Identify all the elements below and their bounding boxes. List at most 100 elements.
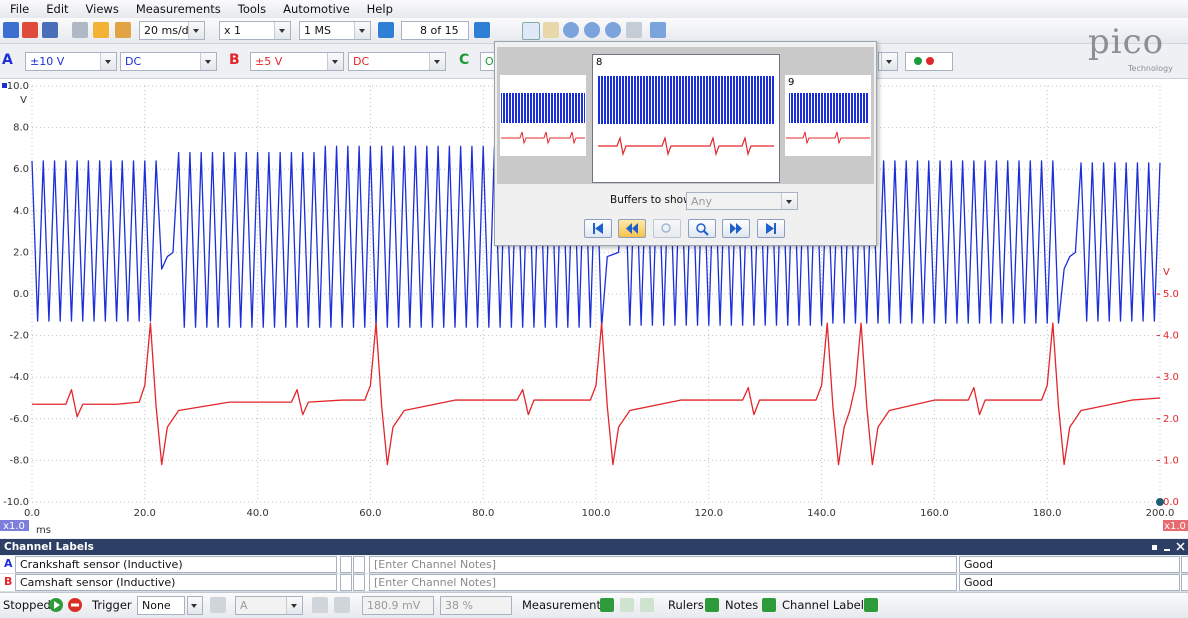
trigger-icon[interactable]: [93, 22, 109, 38]
trigger-channel-select[interactable]: A: [235, 596, 303, 615]
y-tick-label: -8.0: [9, 455, 29, 466]
x-tick-label: 120.0: [694, 508, 723, 519]
y-tick-label: 6.0: [13, 164, 29, 175]
channels-icon[interactable]: [72, 22, 88, 38]
toolbar: 20 ms/div x 1 1 MS 8 of 15: [0, 18, 1188, 44]
status-item-toggle[interactable]: [600, 598, 614, 612]
status-item-toggle[interactable]: [864, 598, 878, 612]
x-tick-label: 80.0: [472, 508, 494, 519]
zoom-region-tool[interactable]: [584, 22, 600, 38]
y2-tick-label: 5.0: [1163, 289, 1179, 300]
previous-buffer-button[interactable]: [618, 219, 646, 238]
trigger-threshold[interactable]: 180.9 mV: [362, 596, 434, 615]
menu-item[interactable]: Tools: [237, 2, 267, 16]
status-item-disabled[interactable]: [640, 598, 654, 612]
y-tick-label: 8.0: [13, 123, 29, 134]
label-dropdown[interactable]: [340, 556, 352, 573]
scope-mode-icon[interactable]: [3, 22, 19, 38]
channel-status-text: Good: [964, 558, 993, 571]
y-tick-label: -4.0: [9, 372, 29, 383]
trigger-label: Trigger: [92, 598, 132, 612]
panel-controls[interactable]: [1150, 542, 1186, 552]
channel-b-coupling[interactable]: DC: [348, 52, 446, 71]
y-scale-badge: [0, 520, 29, 531]
thumbnail-selected[interactable]: 8: [592, 54, 780, 183]
channel-a-range[interactable]: ±10 V: [25, 52, 117, 71]
timebase-select[interactable]: 20 ms/div: [139, 21, 205, 40]
channel-d-select[interactable]: [878, 52, 898, 71]
status-item-toggle[interactable]: [762, 598, 776, 612]
y2-tick-label: 4.0: [1163, 331, 1179, 342]
thumbnail[interactable]: 9: [785, 75, 871, 156]
channel-label-text: Camshaft sensor (Inductive): [20, 576, 176, 589]
undo-zoom-tool[interactable]: [626, 22, 642, 38]
y2-tick-label: 0.0: [1163, 497, 1179, 508]
last-buffer-button[interactable]: [757, 219, 785, 238]
run-stop-buttons[interactable]: [48, 597, 88, 614]
y-tick-label: -6.0: [9, 414, 29, 425]
zoom-in-tool[interactable]: [563, 22, 579, 38]
menu-bar: File Edit Views Measurements Tools Automotive…: [0, 0, 1188, 18]
status-dropdown[interactable]: [1181, 556, 1188, 573]
channel-label-input[interactable]: Camshaft sensor (Inductive): [15, 574, 337, 591]
pointer-tool[interactable]: [522, 22, 540, 40]
trigger-edge-button[interactable]: [210, 597, 226, 613]
y-tick-label: 4.0: [13, 206, 29, 217]
trigger-mode-select[interactable]: None: [137, 596, 185, 615]
channel-a-coupling[interactable]: DC: [120, 52, 217, 71]
home-icon[interactable]: [115, 22, 131, 38]
logo-subtitle: Technology: [1128, 64, 1173, 73]
status-item-toggle[interactable]: [705, 598, 719, 612]
buffers-select[interactable]: Any: [686, 192, 798, 210]
channel-notes-input[interactable]: [Enter Channel Notes]: [369, 556, 957, 573]
thumbnail-label: 8: [596, 57, 602, 68]
channel-status-text: Good: [964, 576, 993, 589]
channel-labels-header: Channel Labels: [0, 539, 1188, 555]
next-buffer-button[interactable]: [474, 22, 490, 38]
trigger-mode-arrow[interactable]: [187, 596, 203, 615]
menu-item[interactable]: Measurements: [135, 2, 221, 16]
samples-select[interactable]: 1 MS: [299, 21, 371, 40]
x-tick-label: 200.0: [1146, 508, 1175, 519]
first-buffer-button[interactable]: [584, 219, 612, 238]
hand-tool[interactable]: [543, 22, 559, 38]
status-item-disabled[interactable]: [620, 598, 634, 612]
x-tick-label: 160.0: [920, 508, 949, 519]
pretrigger-percent[interactable]: 38 %: [440, 596, 512, 615]
menu-item[interactable]: Views: [85, 2, 119, 16]
trigger-rising-button[interactable]: [312, 597, 328, 613]
y-tick-label: 2.0: [13, 247, 29, 258]
next-buffer-button[interactable]: [722, 219, 750, 238]
y2-axis-unit: V: [1163, 267, 1170, 278]
signal-generator-button[interactable]: [905, 52, 953, 71]
spectrum-icon[interactable]: [42, 22, 58, 38]
status-item-label: Measurements: [522, 598, 607, 612]
zoom-select[interactable]: x 1: [219, 21, 291, 40]
channel-notes-input[interactable]: [Enter Channel Notes]: [369, 574, 957, 591]
label-dropdown[interactable]: [353, 574, 365, 591]
label-dropdown[interactable]: [353, 556, 365, 573]
y-tick-label: -10.0: [3, 497, 29, 508]
zoom-out-tool[interactable]: [605, 22, 621, 38]
y2-tick-label: 1.0: [1163, 455, 1179, 466]
status-dropdown[interactable]: [1181, 574, 1188, 591]
previous-buffer-button[interactable]: [378, 22, 394, 38]
zoom-in-button[interactable]: [653, 219, 681, 238]
persistence-icon[interactable]: [22, 22, 38, 38]
trigger-falling-button[interactable]: [334, 597, 350, 613]
buffer-navigator: 8 9 Buffers to show Any: [494, 41, 877, 246]
menu-item[interactable]: Edit: [46, 2, 69, 16]
menu-item[interactable]: Automotive: [283, 2, 350, 16]
menu-item[interactable]: Help: [366, 2, 393, 16]
scope-chart: -10.0 -8.0 -6.0 -4.0 -2.0 0.0 2.0 4.0 6.0 8.0 10.0…: [0, 78, 1188, 538]
thumbnail[interactable]: [500, 75, 586, 156]
menu-item[interactable]: File: [10, 2, 30, 16]
zoom-fit-tool[interactable]: [650, 22, 666, 38]
zoom-out-button[interactable]: [688, 219, 716, 238]
channel-label-row: A Crankshaft sensor (Inductive) [Enter Cha…: [0, 556, 1188, 574]
channel-b-range[interactable]: ±5 V: [250, 52, 344, 71]
x-axis-unit: ms: [36, 525, 51, 536]
label-dropdown[interactable]: [340, 574, 352, 591]
channel-label-input[interactable]: Crankshaft sensor (Inductive): [15, 556, 337, 573]
